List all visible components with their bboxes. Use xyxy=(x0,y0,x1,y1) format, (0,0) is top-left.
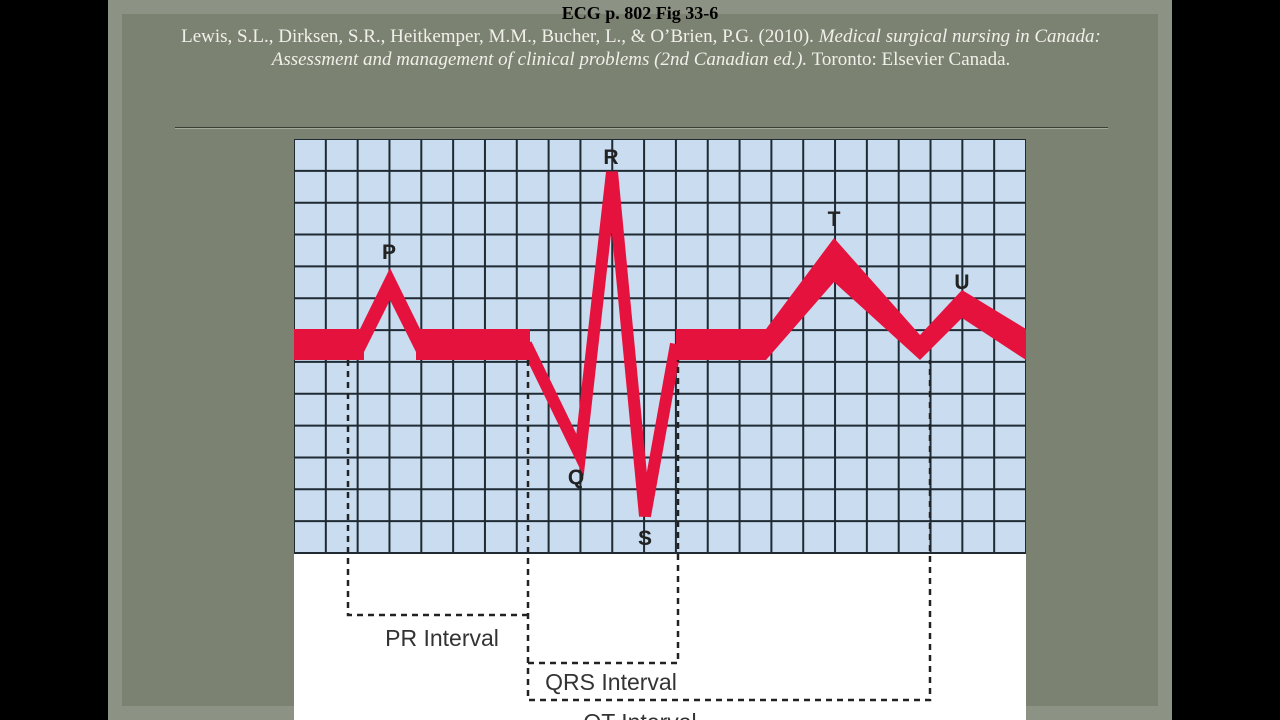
wave-label: U xyxy=(954,271,969,294)
interval-brackets xyxy=(346,360,932,702)
wave-label: Q xyxy=(568,466,584,489)
wave-label: T xyxy=(828,208,841,231)
slide: ECG p. 802 Fig 33-6 Lewis, S.L., Dirksen… xyxy=(108,0,1172,720)
citation-book-title: Medical surgical nursing in Canada: Asse… xyxy=(271,26,1101,70)
divider xyxy=(175,127,1108,129)
citation: Lewis, S.L., Dirksen, S.R., Heitkemper, … xyxy=(176,25,1106,71)
interval-label: QT Interval xyxy=(583,709,696,720)
interval-label: PR Interval xyxy=(385,625,499,651)
wave-label: R xyxy=(603,146,618,169)
citation-publisher: Toronto: Elsevier Canada. xyxy=(811,49,1011,70)
interval-label: QRS Interval xyxy=(545,669,677,695)
ecg-figure: P Q R S T U PR Interval QRS Interval QT … xyxy=(294,139,1026,720)
wave-label: P xyxy=(382,241,396,264)
slide-title: ECG p. 802 Fig 33-6 xyxy=(561,3,719,23)
ecg-trace xyxy=(294,171,1026,518)
citation-authors: Lewis, S.L., Dirksen, S.R., Heitkemper, … xyxy=(181,26,814,47)
wave-label: S xyxy=(638,527,652,550)
